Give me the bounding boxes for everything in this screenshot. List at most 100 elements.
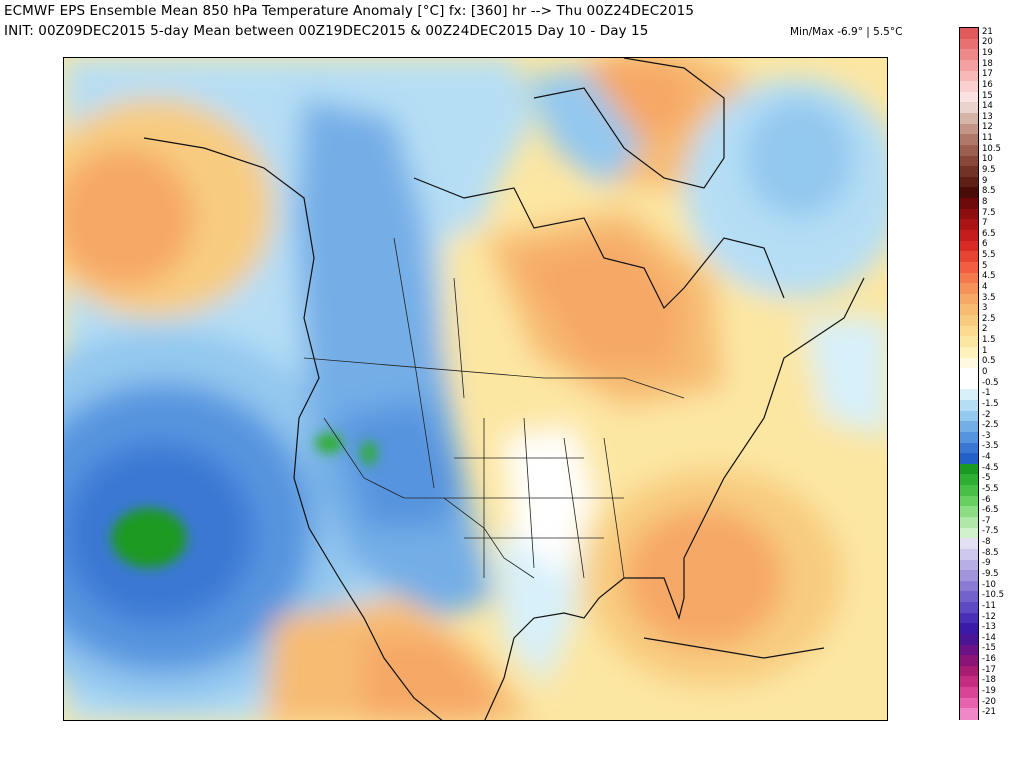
colorbar-label: 10.5	[982, 143, 1001, 154]
colorbar-segment	[960, 251, 978, 263]
colorbar-label: 16	[982, 79, 993, 90]
colorbar-label: 9	[982, 175, 988, 186]
colorbar-label: 6	[982, 239, 988, 250]
colorbar-label: 8	[982, 196, 988, 207]
colorbar-label: -16	[982, 654, 996, 665]
colorbar-segment	[960, 208, 978, 220]
colorbar-segment	[960, 378, 978, 391]
colorbar-label: -2	[982, 409, 991, 420]
colorbar-labels: 21 20 19 18 17 16 15 14 13 12 11 10.5 10 9.5 9 8.5 8 7.5 7…	[982, 27, 1022, 720]
colorbar-label: -3	[982, 430, 991, 441]
colorbar-label: 11	[982, 133, 993, 144]
colorbar-segment	[960, 113, 978, 125]
colorbar-label: -1.5	[982, 398, 999, 409]
colorbar-segment	[960, 485, 978, 497]
colorbar-segment	[960, 527, 978, 539]
colorbar-label: 3	[982, 303, 988, 314]
colorbar-segment	[960, 155, 978, 167]
colorbar-label: -17	[982, 664, 996, 675]
colorbar-segment	[960, 59, 978, 72]
colorbar-segment	[960, 261, 978, 274]
colorbar-label: 19	[982, 48, 993, 59]
colorbar-segment	[960, 644, 978, 656]
colorbar-segment	[960, 676, 978, 688]
colorbar-segment	[960, 623, 978, 635]
colorbar-segment	[960, 38, 978, 50]
colorbar-segment	[960, 102, 978, 114]
colorbar-label: 5.5	[982, 250, 996, 261]
colorbar-segment	[960, 687, 978, 699]
colorbar-segment	[960, 336, 978, 348]
colorbar-label: 0.5	[982, 356, 996, 367]
colorbar-label: 8.5	[982, 186, 996, 197]
cold-core	[111, 433, 377, 568]
colorbar-segment	[960, 315, 978, 327]
title-line-1: ECMWF EPS Ensemble Mean 850 hPa Temperat…	[4, 3, 695, 19]
colorbar-label: -4	[982, 452, 991, 463]
colorbar-segment	[960, 697, 978, 709]
colorbar-label: -21	[982, 707, 996, 718]
colorbar-label: 0	[982, 367, 988, 377]
political-borders	[303, 237, 685, 579]
colorbar-label: -19	[982, 685, 996, 696]
colorbar-segment	[960, 655, 978, 667]
colorbar-label: 1.5	[982, 335, 996, 346]
colorbar-label: 2.5	[982, 313, 996, 324]
colorbar-label: 20	[982, 37, 993, 48]
colorbar-segment	[960, 357, 978, 369]
colorbar-label: -18	[982, 675, 996, 686]
colorbar-segment	[960, 559, 978, 571]
temperature-anomaly-map	[63, 57, 888, 721]
colorbar-segment	[960, 198, 978, 210]
colorbar-label: -12	[982, 611, 996, 622]
colorbar-label: 6.5	[982, 228, 996, 239]
colorbar-label: -11	[982, 600, 996, 611]
colorbar-segment	[960, 580, 978, 593]
colorbar-label: -7	[982, 515, 991, 526]
colorbar-segment	[960, 421, 978, 433]
colorbar-segment	[960, 187, 978, 199]
colorbar-label: 1	[982, 345, 988, 356]
colorbar-segment	[960, 91, 978, 103]
colorbar-segment	[960, 293, 978, 305]
colorbar-label: -2.5	[982, 420, 999, 431]
colorbar-segment	[960, 495, 978, 507]
colorbar-label: 3.5	[982, 292, 996, 303]
colorbar-label: 5	[982, 260, 988, 271]
colorbar-label: 10	[982, 154, 993, 165]
colorbar-label: -8	[982, 537, 991, 548]
colorbar-segment	[960, 240, 978, 252]
colorbar-label: -5.5	[982, 483, 999, 494]
colorbar-segment	[960, 325, 978, 337]
colorbar-segment	[960, 463, 978, 476]
colorbar-segment	[960, 229, 978, 242]
colorbar-segment	[960, 506, 978, 518]
colorbar-label: 4	[982, 281, 988, 292]
colorbar-label: -10.5	[982, 590, 1004, 601]
colorbar-segment	[960, 442, 978, 454]
colorbar-segment	[960, 219, 978, 231]
colorbar-label: -7.5	[982, 526, 999, 537]
colorbar-label: -3.5	[982, 441, 999, 452]
colorbar-label: -15	[982, 643, 996, 654]
colorbar-segment	[960, 166, 978, 178]
colorbar-label: -0.5	[982, 377, 999, 388]
colorbar-segment	[960, 708, 978, 720]
colorbar-segment	[960, 612, 978, 624]
colorbar-label: 4.5	[982, 271, 996, 282]
map-canvas	[64, 58, 887, 720]
colorbar-label: 7	[982, 218, 988, 229]
colorbar-segment	[960, 368, 978, 380]
colorbar-label: -9	[982, 558, 991, 569]
colorbar-label: 14	[982, 101, 993, 112]
colorbar-segment	[960, 346, 978, 359]
colorbar-segment	[960, 431, 978, 444]
colorbar-label: -6	[982, 494, 991, 505]
colorbar-segment	[960, 283, 978, 295]
colorbar-label: 18	[982, 58, 993, 69]
colorbar-segment	[960, 538, 978, 550]
colorbar-segment	[960, 548, 978, 561]
colorbar-segment	[960, 474, 978, 486]
colorbar-segment	[960, 272, 978, 284]
title-line-2: INIT: 00Z09DEC2015 5-day Mean between 00…	[4, 23, 649, 39]
